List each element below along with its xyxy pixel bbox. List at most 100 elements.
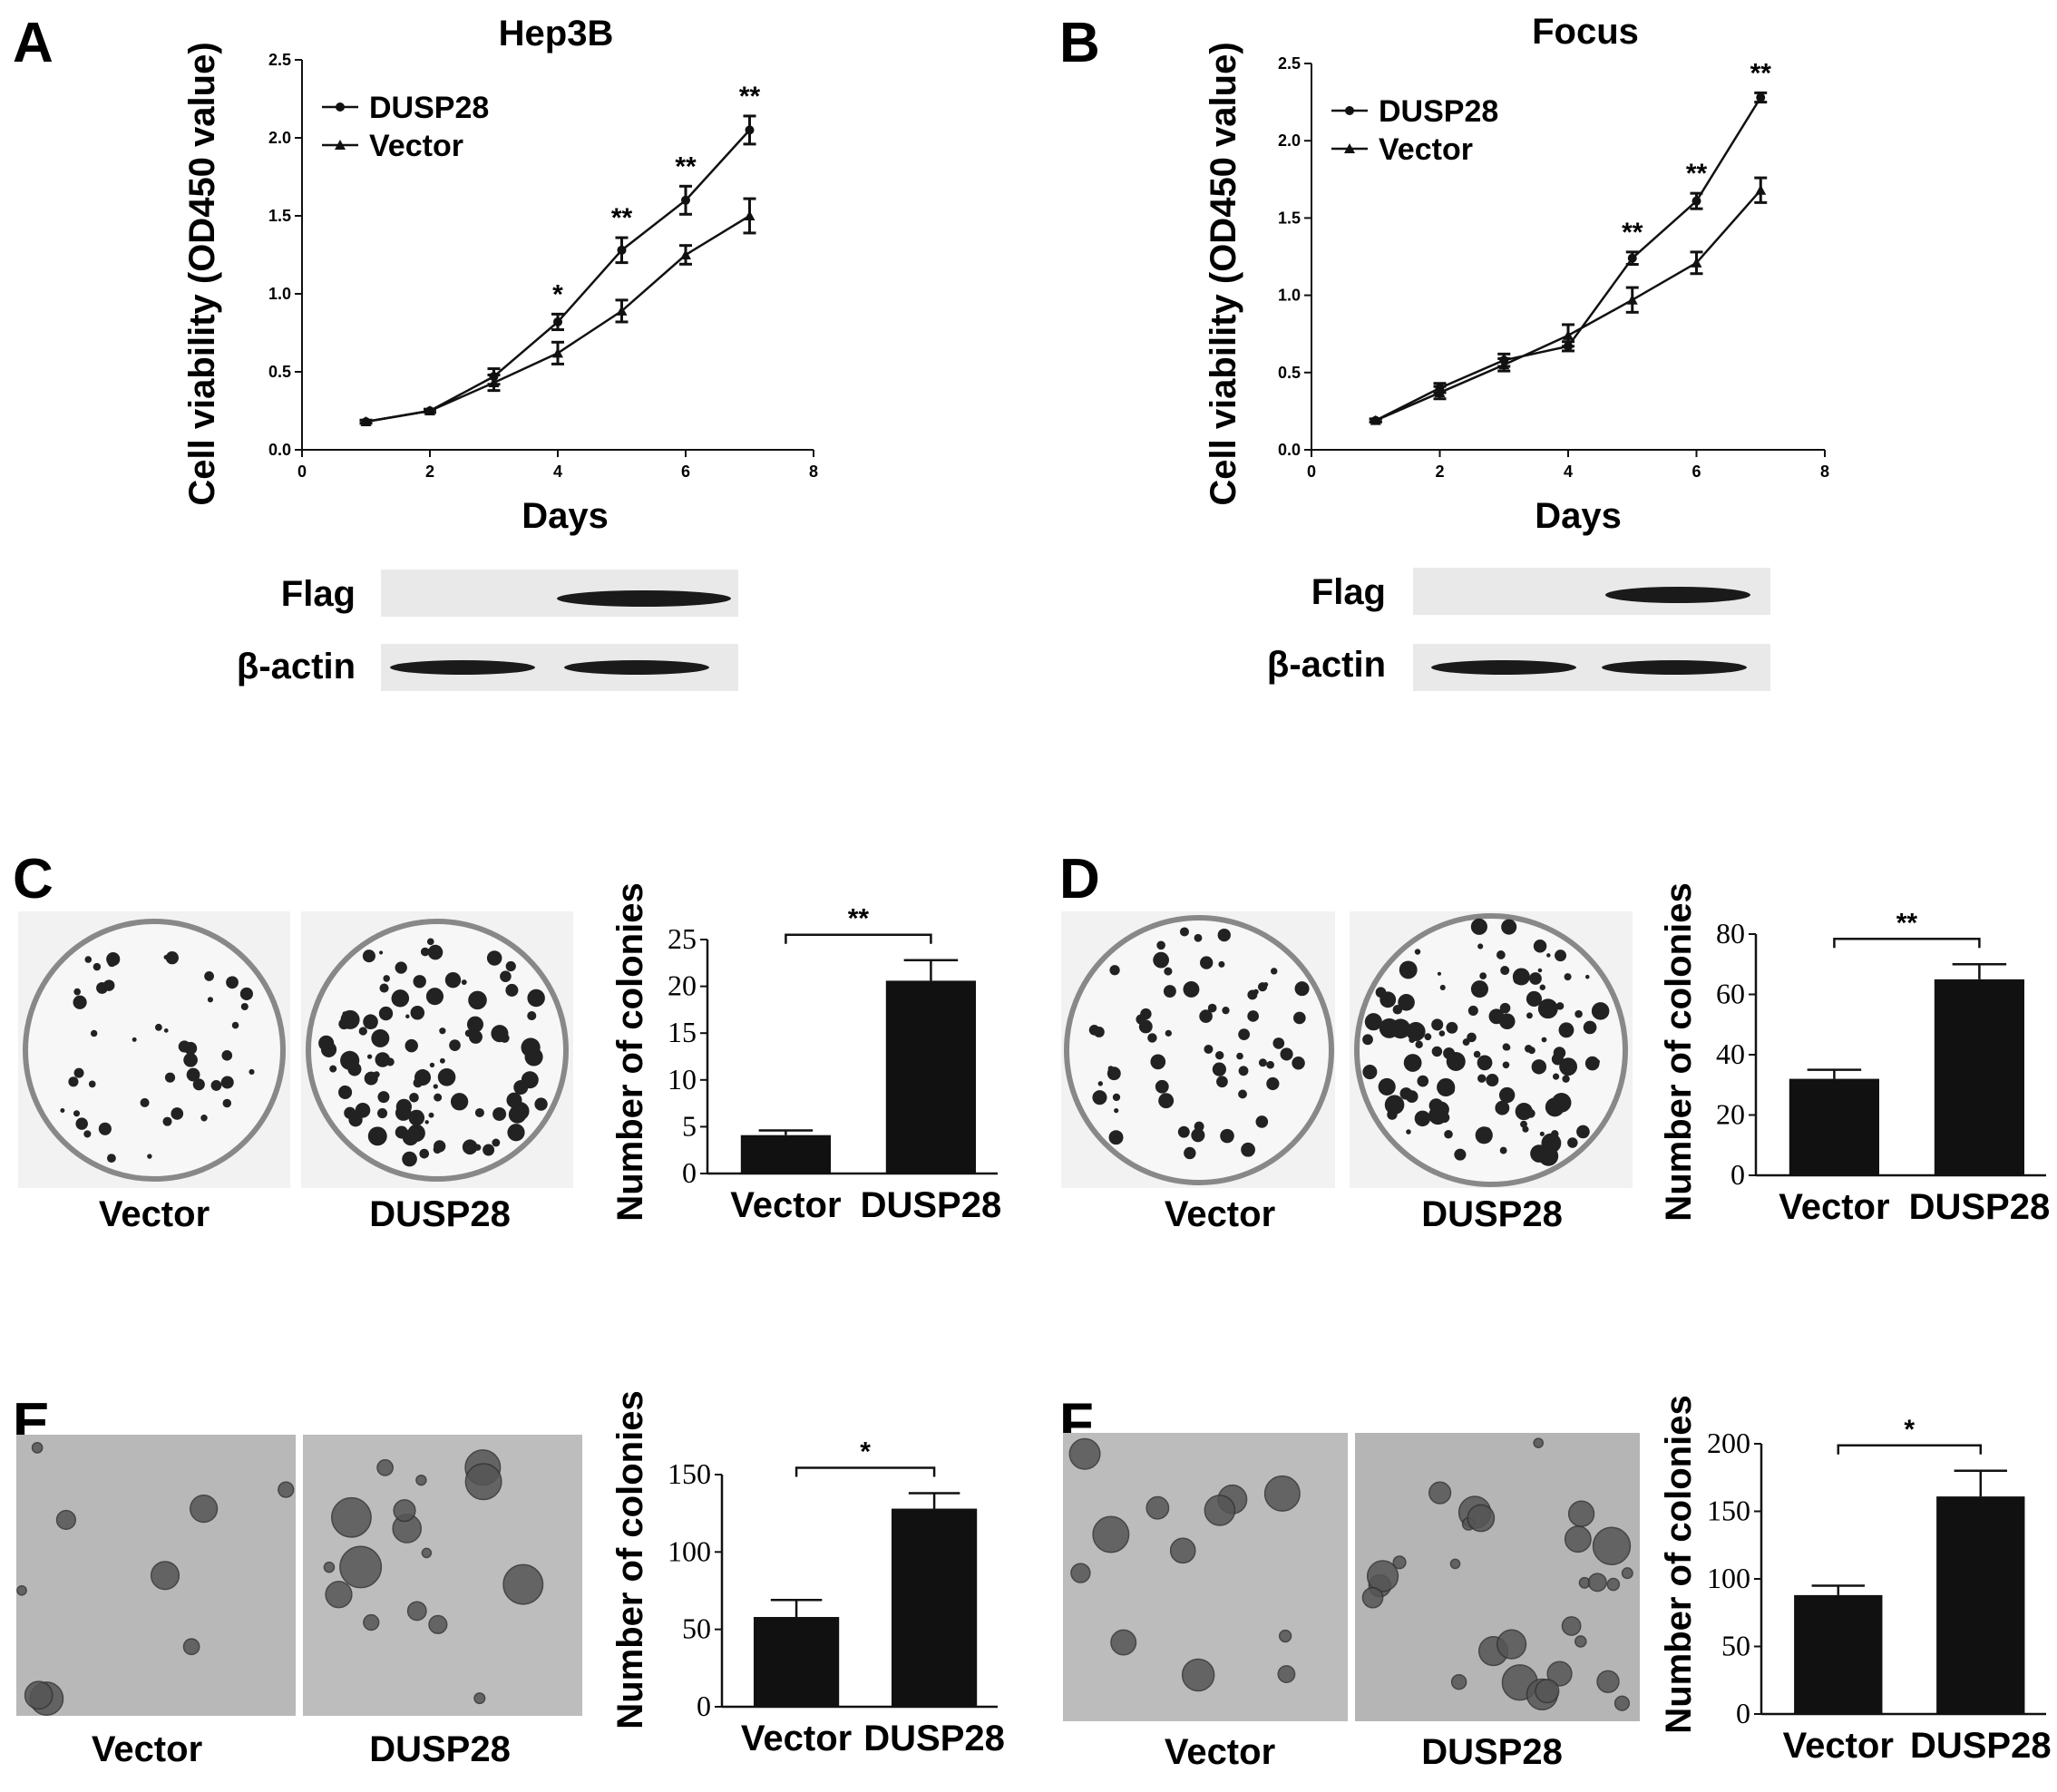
chart-a-point: [360, 416, 372, 427]
colony-dot: [1591, 1002, 1610, 1020]
colony-dot: [163, 954, 169, 960]
soft-agar-colony: [1596, 1670, 1620, 1693]
colony-dot: [1262, 982, 1269, 988]
colony-dot: [1150, 1054, 1166, 1070]
soft-agar-colony: [376, 1459, 394, 1476]
colony-dot: [1238, 1089, 1247, 1099]
colony-dot: [1200, 956, 1214, 969]
chart-a-xtick-label: 6: [681, 463, 690, 481]
chart-b-significance: **: [1686, 159, 1708, 189]
chart-f-ytick-label: 150: [1707, 1495, 1750, 1527]
colony-dot: [1438, 1030, 1446, 1037]
colony-dot: [1222, 1007, 1230, 1015]
colony-dot: [1539, 984, 1546, 991]
colony-dot: [1515, 1102, 1533, 1121]
colony-dot: [1526, 990, 1543, 1008]
colony-dot: [1191, 1128, 1205, 1143]
chart-e-colonies: Number of colonies 0 50 100 150 Vector DUSP28…: [610, 1390, 1005, 1758]
chart-b-significance: **: [1750, 58, 1772, 88]
colony-dots: [60, 951, 255, 1164]
colony-dot: [1292, 1057, 1305, 1070]
colony-dot: [405, 1014, 410, 1019]
colony-dot: [1470, 918, 1487, 935]
colony-dot: [347, 1062, 362, 1076]
chart-c-ytick-label: 25: [668, 922, 697, 955]
colony-dot: [83, 1130, 92, 1138]
colony-dot: [444, 971, 462, 989]
colony-dot: [1537, 998, 1558, 1019]
chart-a-ytick-label: 1.5: [268, 207, 291, 225]
colony-dot: [147, 1154, 152, 1159]
soft-agar-colony: [1366, 1560, 1399, 1592]
blot-b-actin-band-2: [1602, 660, 1747, 675]
colony-dot: [1280, 1047, 1293, 1061]
colony-dot: [226, 976, 239, 989]
colony-dot: [366, 1054, 373, 1059]
colony-dot: [1253, 989, 1259, 995]
soft-agar-colony: [182, 1638, 200, 1656]
soft-agar-colony: [502, 1563, 544, 1605]
soft-agar-colonies: [1068, 1437, 1301, 1692]
colony-dot: [171, 1107, 184, 1120]
soft-agar-colonies: [16, 1442, 295, 1716]
chart-e-significance-bracket: [795, 1466, 936, 1477]
colony-dot: [1527, 1047, 1535, 1055]
chart-a-growth-curve: Hep3B Days Cell viability (OD450 value) …: [182, 14, 818, 536]
colony-dot: [462, 1139, 478, 1155]
soft-agar-colony: [31, 1442, 44, 1454]
colony-dot: [1362, 1034, 1373, 1046]
colony-dot: [1498, 1086, 1516, 1104]
blot-b-actin-band-1: [1431, 660, 1576, 675]
chart-b-xtick-label: 4: [1564, 463, 1573, 481]
colony-dot: [377, 1091, 390, 1104]
colony-dot: [367, 1126, 387, 1146]
chart-a-legend-label: DUSP28: [369, 91, 489, 125]
chart-b-point: [1756, 93, 1766, 102]
chart-a-point: [552, 347, 563, 358]
colony-dot: [395, 961, 407, 974]
blot-a-label-actin: β-actin: [237, 647, 356, 687]
colony-dot: [1502, 1043, 1510, 1051]
colony-dot: [1495, 1100, 1510, 1115]
colony-dot: [73, 1110, 81, 1117]
chart-b-xtick-label: 6: [1691, 463, 1701, 481]
chart-d-significance: **: [1896, 908, 1918, 938]
soft-agar-colonies: [1361, 1437, 1633, 1711]
chart-c-bar: [885, 980, 976, 1174]
chart-a-title: Hep3B: [499, 14, 614, 54]
caption-f-dusp28: DUSP28: [1421, 1732, 1563, 1772]
colony-dot: [419, 1148, 430, 1159]
colony-dot: [1406, 1129, 1411, 1135]
colony-dot: [1477, 1074, 1487, 1083]
chart-c-bar: [740, 1135, 831, 1174]
colony-dot: [1470, 980, 1488, 998]
plate-d-vector-dish: [1064, 915, 1334, 1185]
chart-a-point: [744, 210, 756, 220]
colony-dot: [1238, 1066, 1249, 1076]
colony-dot: [68, 1076, 79, 1087]
chart-a-significance: **: [739, 82, 761, 112]
soft-agar-colony: [1613, 1695, 1631, 1711]
colony-dot: [1399, 960, 1418, 979]
caption-e-vector: Vector: [92, 1729, 202, 1769]
colony-dot: [220, 1076, 234, 1089]
colony-dot: [1255, 1115, 1269, 1128]
chart-e-ytick-label: 150: [668, 1457, 711, 1490]
colony-dot: [1446, 1021, 1458, 1034]
colony-dot: [1500, 966, 1510, 976]
colony-dot: [474, 1107, 484, 1117]
blot-b-label-flag: Flag: [1311, 572, 1386, 612]
colony-dot: [483, 1144, 495, 1156]
chart-c-ytick-label: 15: [668, 1016, 697, 1048]
colony-dot: [1108, 1130, 1124, 1145]
colony-dot: [369, 1020, 377, 1029]
colony-dot: [1496, 950, 1506, 959]
chart-f-colonies: Number of colonies 0 50 100 150 200 Vector DUS…: [1659, 1395, 2052, 1766]
chart-a-significance: *: [552, 279, 563, 309]
colony-dot: [249, 1068, 255, 1076]
chart-b-ytick-label: 2.5: [1278, 54, 1301, 73]
chart-c-significance-bracket: [785, 933, 932, 944]
colony-dot: [1165, 1029, 1172, 1037]
colony-dot: [1364, 1013, 1382, 1031]
colony-dot: [1567, 1137, 1578, 1148]
